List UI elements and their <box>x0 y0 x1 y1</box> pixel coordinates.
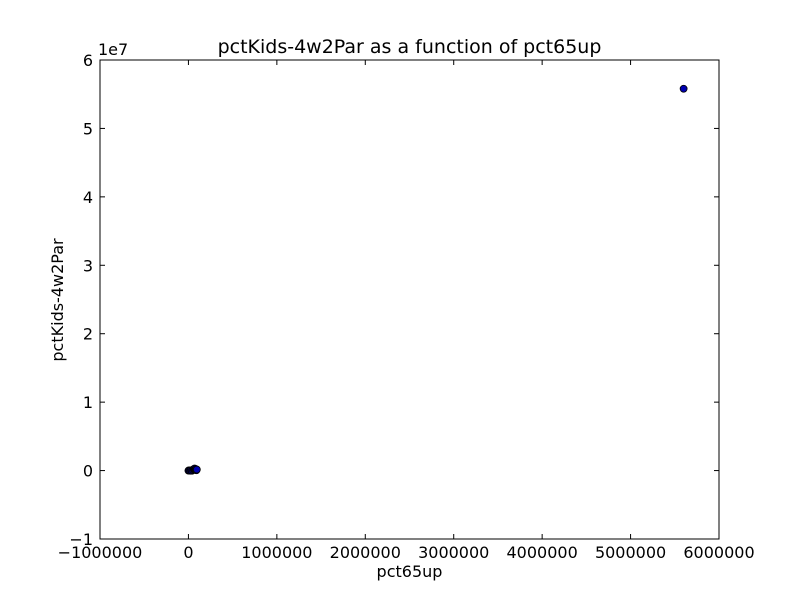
y-tick-label: 0 <box>83 462 93 481</box>
y-tick-label: 6 <box>83 51 93 70</box>
x-tick-label: 1000000 <box>241 543 312 562</box>
x-tick-label: 4000000 <box>507 543 578 562</box>
y-tick-label: 1 <box>83 393 93 412</box>
plot-area <box>99 59 720 540</box>
x-tick-labels: −1000000 0 1000000 2000000 3000000 4000000 500… <box>58 543 755 562</box>
x-tick-label: 5000000 <box>595 543 666 562</box>
y-tick-label: 5 <box>83 119 93 138</box>
x-tick-label: −1000000 <box>58 543 143 562</box>
y-tick-label: −1 <box>69 530 93 549</box>
x-tick-label: 6000000 <box>683 543 754 562</box>
tick-marks <box>99 59 720 540</box>
y-tick-labels: −1 0 1 2 3 4 5 6 <box>69 51 93 549</box>
y-tick-label: 3 <box>83 256 93 275</box>
y-tick-label: 2 <box>83 325 93 344</box>
x-tick-label: 2000000 <box>330 543 401 562</box>
data-point <box>679 84 688 93</box>
chart-title: pctKids-4w2Par as a function of pct65up <box>218 36 602 58</box>
x-tick-label: 3000000 <box>418 543 489 562</box>
x-axis-label: pct65up <box>377 562 443 581</box>
data-point <box>192 465 201 474</box>
data-points <box>184 84 688 475</box>
y-offset-label: 1e7 <box>98 40 128 59</box>
x-tick-label: 0 <box>183 543 193 562</box>
y-tick-label: 4 <box>83 188 93 207</box>
y-axis-label: pctKids-4w2Par <box>48 238 67 362</box>
